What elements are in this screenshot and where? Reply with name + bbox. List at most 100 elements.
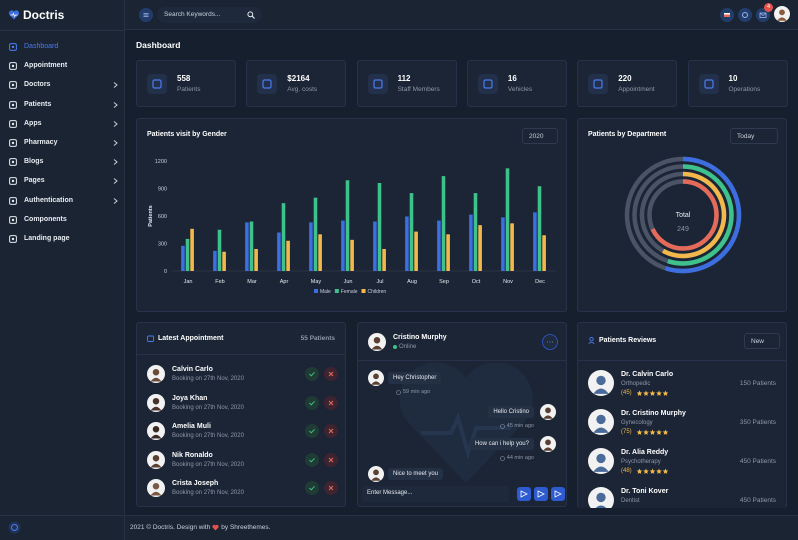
avatar	[368, 370, 384, 386]
menu-icon-part	[11, 103, 15, 106]
message-bubble: Hello Cristino	[488, 406, 534, 418]
menu-icon-part	[11, 180, 15, 183]
settings-button[interactable]	[738, 8, 752, 22]
reject-button[interactable]	[324, 424, 338, 438]
mail-button-part	[759, 12, 767, 17]
accept-button[interactable]	[305, 367, 319, 381]
avatar-part	[152, 482, 160, 490]
avatar-part	[545, 439, 551, 446]
menu-icon-part	[9, 139, 17, 147]
chat-watermark	[399, 362, 533, 483]
accept-button[interactable]	[305, 481, 319, 495]
menu-icon	[9, 158, 17, 167]
attach-button[interactable]	[551, 487, 565, 501]
attach-button-part	[554, 490, 562, 498]
menu-icon-part	[11, 122, 15, 125]
menu-label: Blogs	[24, 158, 44, 166]
menu-item[interactable]: Pages	[0, 174, 125, 188]
year-selector-text: 2020	[529, 133, 544, 140]
review-filter[interactable]: New	[744, 333, 780, 349]
avatar-part	[596, 492, 606, 503]
chart-title: Patients visit by Gender	[147, 131, 227, 138]
menu-item[interactable]: Authentication	[0, 194, 125, 208]
sidebar: Doctris Dashboard Appointment Doctors Patien…	[0, 0, 125, 540]
reject-button[interactable]	[324, 367, 338, 381]
menu-label: Doctors	[24, 81, 51, 89]
chat-watermark-part	[399, 362, 533, 483]
menu-item[interactable]: Pharmacy	[0, 136, 125, 150]
doctor-specialty: Dentist	[621, 498, 640, 504]
accept-button[interactable]	[305, 452, 319, 467]
brand-name: Doctris	[23, 8, 65, 22]
reject-button[interactable]	[324, 481, 338, 495]
avatar	[588, 487, 614, 508]
brand-divider	[0, 30, 125, 31]
menu-icon-part	[11, 45, 15, 49]
menu-item[interactable]: Apps	[0, 117, 125, 131]
message-input[interactable]: Enter Message...	[362, 486, 509, 502]
menu-item[interactable]: Patients	[0, 98, 125, 112]
stat-icon-part	[372, 79, 383, 89]
avatar-part	[150, 406, 162, 411]
menu-icon-part	[9, 177, 17, 186]
year-selector[interactable]: 2020	[522, 128, 558, 144]
menu-item[interactable]: Landing page	[0, 232, 125, 246]
emoji-button[interactable]	[534, 487, 548, 501]
reject-button[interactable]	[324, 452, 338, 467]
search-icon-part	[247, 11, 254, 18]
rating-stars-part	[643, 468, 649, 474]
message-time: 44 min ago	[499, 455, 534, 461]
chat-options-button[interactable]	[542, 334, 558, 350]
avatar-part	[777, 17, 787, 21]
menu-toggle-button[interactable]	[139, 8, 153, 22]
menu-item[interactable]: Appointment	[0, 59, 125, 73]
avatar	[368, 333, 386, 351]
card-title: Latest Appointment	[158, 335, 224, 342]
footer-text: 2021 © Doctris. Design with	[130, 524, 211, 531]
reject-button-part	[328, 457, 334, 462]
avatar-part	[152, 425, 160, 433]
avatar-part	[545, 407, 551, 414]
reject-button[interactable]	[324, 395, 338, 410]
stat-icon	[147, 74, 167, 94]
menu-item[interactable]: Blogs	[0, 155, 125, 169]
notification-badge: 4	[764, 3, 773, 12]
sidebar-toggle-part	[11, 524, 18, 531]
menu-chevron-part	[113, 140, 118, 146]
rating-stars-part	[636, 390, 643, 396]
accept-button[interactable]	[305, 395, 319, 410]
stat-label: Appointment	[618, 86, 655, 93]
menu-chevron-part	[113, 159, 118, 166]
menu-chevron-part	[113, 82, 118, 89]
sidebar-toggle[interactable]	[8, 521, 21, 534]
stat-icon	[588, 74, 609, 94]
rating-stars-part	[636, 429, 643, 435]
stat-icon-part	[483, 79, 493, 89]
rating-count: (45)	[621, 390, 632, 396]
search-box[interactable]: Search Keywords...	[157, 7, 262, 23]
language-button-part	[724, 13, 730, 17]
menu-item[interactable]: Components	[0, 213, 125, 227]
period-selector[interactable]: Today	[730, 128, 778, 144]
menu-item[interactable]: Doctors	[0, 78, 125, 92]
language-button[interactable]	[720, 8, 734, 22]
clock-icon	[396, 390, 401, 395]
message-bubble: Nice to meet you	[388, 468, 444, 480]
avatar-part	[595, 505, 607, 508]
rating-stars-part	[662, 429, 669, 435]
avatar-part	[373, 336, 381, 344]
footer-credit: by Shreethemes.	[221, 524, 271, 531]
menu-icon	[9, 139, 17, 147]
message-bubble: Hey Christopher	[388, 372, 442, 384]
settings-button-part	[738, 8, 752, 22]
send-button[interactable]	[517, 487, 531, 501]
reject-button-part	[328, 400, 334, 405]
accept-button[interactable]	[305, 424, 319, 438]
menu-label: Landing page	[24, 235, 70, 242]
accept-button-part	[305, 367, 319, 381]
patient-name: Nik Ronaldo	[172, 451, 213, 459]
menu-item[interactable]: Dashboard	[0, 40, 125, 54]
message-time: 59 min ago	[396, 389, 430, 395]
user-icon-part	[589, 337, 594, 342]
